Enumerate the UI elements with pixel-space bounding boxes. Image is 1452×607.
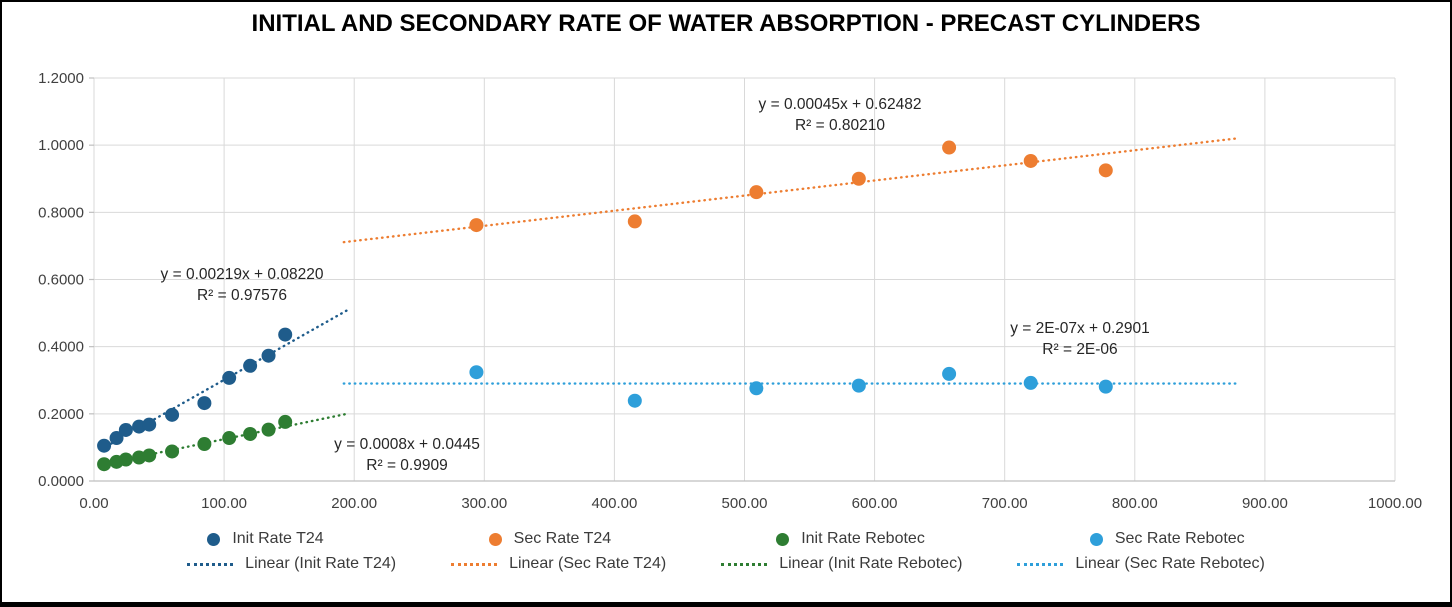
data-point-sec_rebotec[interactable] [469, 365, 484, 380]
data-point-sec_rebotec[interactable] [942, 366, 957, 381]
data-point-init_rebotec[interactable] [261, 422, 276, 437]
legend-label: Linear (Init Rate T24) [245, 555, 397, 572]
y-tick-label: 0.6000 [38, 272, 84, 289]
y-tick-label: 0.8000 [38, 204, 84, 221]
legend-dotted-line-icon [187, 562, 234, 566]
legend-item[interactable]: Sec Rate T24 [488, 530, 612, 548]
legend-item[interactable]: Linear (Init Rate Rebotec) [721, 555, 962, 573]
chart-legend: Init Rate T24 Sec Rate T24 Init Rate Rebot… [2, 530, 1450, 573]
data-point-init_t24[interactable] [97, 438, 112, 453]
data-point-init_t24[interactable] [243, 358, 258, 373]
legend-item[interactable]: Init Rate Rebotec [776, 530, 925, 548]
data-point-sec_rebotec[interactable] [1023, 375, 1038, 390]
trend-r2-label: R² = 0.97576 [197, 287, 287, 304]
x-tick-label: 1000.00 [1368, 495, 1422, 512]
data-point-init_t24[interactable] [261, 348, 276, 363]
legend-item[interactable]: Linear (Sec Rate T24) [451, 555, 666, 573]
data-point-init_rebotec[interactable] [278, 414, 293, 429]
plot-area: 0.0000 0.2000 0.4000 0.6000 0.8000 1.0000 1.20… [38, 70, 1422, 512]
data-point-init_rebotec[interactable] [243, 426, 258, 441]
y-tick-label: 0.2000 [38, 406, 84, 423]
trend-r2-label: R² = 0.9909 [366, 457, 447, 474]
legend-dot-marker-icon [488, 532, 502, 546]
data-point-init_rebotec[interactable] [142, 448, 157, 463]
legend-dotted-line-icon [1017, 562, 1064, 566]
data-point-sec_t24[interactable] [1023, 153, 1038, 168]
trend-equation-label: y = 0.00045x + 0.62482 [759, 96, 922, 113]
legend-label: Linear (Sec Rate T24) [509, 555, 667, 572]
data-point-init_rebotec[interactable] [165, 444, 180, 459]
data-point-sec_t24[interactable] [1098, 163, 1113, 178]
trendline-sec_t24[interactable] [342, 137, 1238, 244]
data-point-init_t24[interactable] [109, 431, 124, 446]
legend-row-series: Init Rate T24 Sec Rate T24 Init Rate Rebot… [207, 530, 1245, 548]
x-tick-label: 400.00 [591, 495, 637, 512]
x-tick-label: 700.00 [982, 495, 1028, 512]
y-tick-label: 0.4000 [38, 339, 84, 356]
data-point-init_t24[interactable] [197, 396, 212, 411]
legend-item[interactable]: Sec Rate Rebotec [1089, 530, 1245, 548]
legend-label: Sec Rate T24 [513, 530, 612, 547]
data-point-sec_t24[interactable] [851, 171, 866, 186]
data-point-sec_t24[interactable] [942, 140, 957, 155]
legend-item[interactable]: Linear (Init Rate T24) [187, 555, 396, 573]
x-tick-label: 800.00 [1112, 495, 1158, 512]
trend-equation-label: y = 2E-07x + 0.2901 [1010, 320, 1150, 337]
data-point-init_t24[interactable] [165, 407, 180, 422]
data-point-init_t24[interactable] [222, 370, 237, 385]
y-tick-label: 0.0000 [38, 473, 84, 490]
legend-label: Sec Rate Rebotec [1114, 530, 1245, 547]
data-point-sec_t24[interactable] [749, 185, 764, 200]
legend-row-trendlines: Linear (Init Rate T24) Linear (Sec Rate T… [187, 555, 1265, 573]
legend-label: Init Rate T24 [232, 530, 324, 547]
x-tick-label: 500.00 [722, 495, 768, 512]
data-point-sec_rebotec[interactable] [749, 381, 764, 396]
data-point-sec_rebotec[interactable] [851, 378, 866, 393]
data-point-sec_rebotec[interactable] [1098, 379, 1113, 394]
chart-title: INITIAL AND SECONDARY RATE OF WATER ABSO… [251, 10, 1201, 37]
x-tick-label: 100.00 [201, 495, 247, 512]
data-point-init_rebotec[interactable] [222, 431, 237, 446]
legend-dotted-line-icon [721, 562, 768, 566]
legend-label: Linear (Init Rate Rebotec) [779, 555, 963, 572]
legend-dot-marker-icon [1089, 532, 1103, 546]
trend-equation-label: y = 0.00219x + 0.08220 [161, 266, 324, 283]
legend-item[interactable]: Init Rate T24 [207, 530, 324, 548]
legend-dot-marker-icon [207, 532, 221, 546]
legend-item[interactable]: Linear (Sec Rate Rebotec) [1017, 555, 1265, 573]
data-point-sec_t24[interactable] [627, 214, 642, 229]
x-tick-label: 200.00 [331, 495, 377, 512]
data-point-init_rebotec[interactable] [97, 457, 112, 472]
data-point-init_t24[interactable] [278, 327, 293, 342]
trend-r2-label: R² = 0.80210 [795, 117, 885, 134]
legend-dot-marker-icon [776, 532, 790, 546]
y-tick-label: 1.0000 [38, 137, 84, 154]
x-tick-label: 0.00 [79, 495, 108, 512]
data-point-init_t24[interactable] [142, 417, 157, 432]
data-point-sec_rebotec[interactable] [627, 393, 642, 408]
legend-label: Init Rate Rebotec [801, 530, 925, 547]
x-tick-label: 300.00 [461, 495, 507, 512]
data-point-init_t24[interactable] [118, 422, 133, 437]
data-point-init_rebotec[interactable] [118, 452, 133, 467]
legend-dotted-line-icon [451, 562, 498, 566]
y-tick-label: 1.2000 [38, 70, 84, 87]
x-tick-label: 600.00 [852, 495, 898, 512]
trend-equation-label: y = 0.0008x + 0.0445 [334, 436, 480, 453]
data-point-init_rebotec[interactable] [197, 437, 212, 452]
data-point-sec_t24[interactable] [469, 218, 484, 233]
legend-label: Linear (Sec Rate Rebotec) [1075, 555, 1265, 572]
x-tick-label: 900.00 [1242, 495, 1288, 512]
trend-r2-label: R² = 2E-06 [1042, 341, 1117, 358]
